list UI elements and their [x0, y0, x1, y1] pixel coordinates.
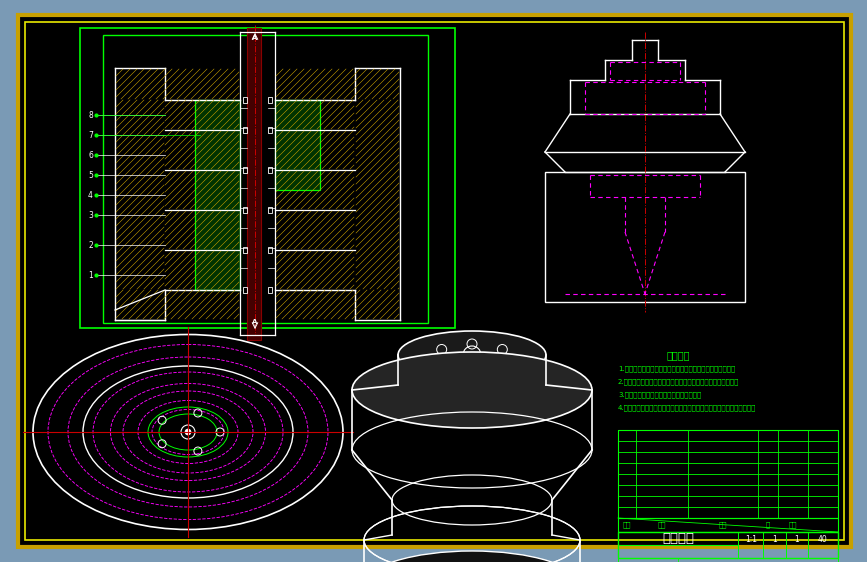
- Text: 备注: 备注: [789, 522, 798, 528]
- Bar: [268, 97, 272, 103]
- Text: A: A: [252, 319, 257, 325]
- Bar: [618, 532, 838, 558]
- Circle shape: [185, 429, 191, 435]
- Bar: [545, 172, 745, 302]
- Text: 40: 40: [818, 534, 828, 543]
- Ellipse shape: [398, 331, 546, 379]
- Text: 1:1: 1:1: [745, 534, 757, 543]
- Text: 7: 7: [88, 130, 93, 139]
- Bar: [268, 247, 272, 253]
- Text: 5: 5: [88, 170, 93, 179]
- Bar: [243, 97, 247, 103]
- Text: 1: 1: [772, 534, 778, 543]
- Text: 6: 6: [88, 151, 93, 160]
- Bar: [195, 100, 240, 290]
- Text: 2.沿开、调试密封圈时，严禁打击并使用不合形状尺寸和扇子。: 2.沿开、调试密封圈时，严禁打击并使用不合形状尺寸和扇子。: [618, 378, 740, 384]
- Text: 2: 2: [88, 241, 93, 250]
- Text: 1.零件在组装前应清洗干净，不得有毛刺、飞边，和污渏等。: 1.零件在组装前应清洗干净，不得有毛刺、飞边，和污渏等。: [618, 365, 735, 371]
- Ellipse shape: [352, 352, 592, 428]
- Ellipse shape: [364, 551, 580, 562]
- Text: 材料: 材料: [719, 522, 727, 528]
- Bar: [268, 287, 272, 293]
- Text: 序号: 序号: [623, 522, 631, 528]
- Text: 数: 数: [766, 522, 770, 528]
- Bar: [618, 430, 838, 518]
- Text: 名称: 名称: [658, 522, 666, 528]
- Text: 1: 1: [795, 534, 799, 543]
- Text: 3.按要求中考证不平均度、圆度、圆柱度。: 3.按要求中考证不平均度、圆度、圆柱度。: [618, 391, 701, 397]
- Text: 1: 1: [88, 270, 93, 279]
- Text: 4.运动混合物不得滴漏、渗漏，活动连接处应动作灵活、平稳、无卡阻。: 4.运动混合物不得滴漏、渗漏，活动连接处应动作灵活、平稳、无卡阻。: [618, 404, 756, 411]
- Bar: [103, 35, 428, 323]
- Bar: [275, 100, 320, 190]
- Text: A: A: [252, 35, 257, 41]
- Text: 技术要求: 技术要求: [666, 350, 690, 360]
- Text: 测力装置: 测力装置: [662, 533, 694, 546]
- Text: 4: 4: [88, 191, 93, 200]
- Bar: [243, 127, 247, 133]
- Bar: [618, 518, 838, 532]
- Bar: [243, 287, 247, 293]
- Bar: [243, 247, 247, 253]
- Bar: [247, 28, 261, 340]
- Bar: [268, 167, 272, 173]
- Bar: [80, 28, 455, 328]
- Text: 8: 8: [88, 111, 93, 120]
- Bar: [268, 127, 272, 133]
- Text: 3: 3: [88, 211, 93, 220]
- Bar: [243, 207, 247, 213]
- Bar: [268, 207, 272, 213]
- Bar: [618, 558, 838, 562]
- Bar: [243, 167, 247, 173]
